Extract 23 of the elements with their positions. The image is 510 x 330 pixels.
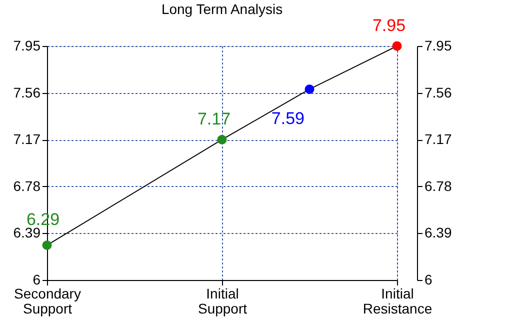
y-tick-label: 6 <box>32 272 41 288</box>
chart-title: Long Term Analysis <box>161 1 283 17</box>
y2-tick-label: 6.39 <box>424 224 452 241</box>
y-tick-label: 7.56 <box>13 84 41 100</box>
point <box>42 240 52 250</box>
y-tick-label: 6.39 <box>13 224 41 241</box>
y2-tick-label: 7.17 <box>424 131 452 148</box>
x-tick-label: Secondary Support <box>14 286 81 316</box>
y2-tick-label: 6 <box>424 272 432 288</box>
point <box>217 134 227 144</box>
y2-tick-label: 7.56 <box>424 84 452 100</box>
y-tick-label: 7.17 <box>13 131 41 148</box>
y2-tick-label: 7.95 <box>424 38 452 54</box>
y2-tick-label: 6.78 <box>424 178 452 194</box>
data-label: 7.17 <box>197 110 231 129</box>
x-tick-label: Initial Resistance <box>362 286 432 316</box>
point <box>392 41 402 51</box>
data-label: 7.95 <box>372 16 406 35</box>
y-tick-label: 7.95 <box>13 38 41 54</box>
data-label: 7.59 <box>271 109 304 128</box>
x-tick-label: Initial Support <box>198 286 248 316</box>
y-tick-label: 6.78 <box>13 178 41 194</box>
point <box>304 84 314 94</box>
